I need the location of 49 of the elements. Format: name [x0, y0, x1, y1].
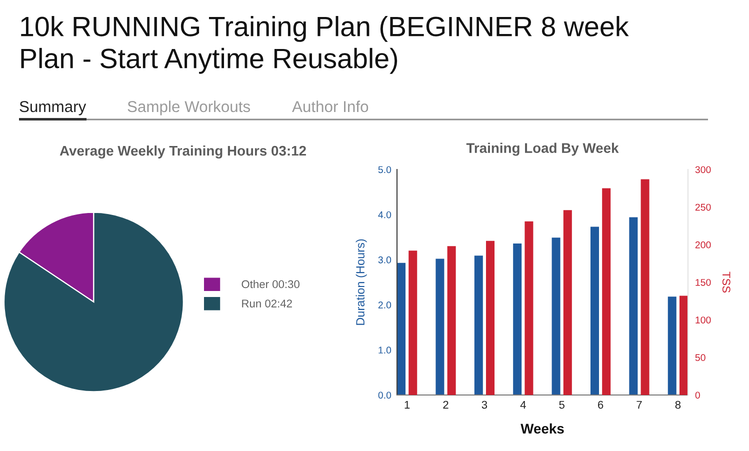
- y2-tick-label: 0: [695, 392, 700, 399]
- y2-tick-label: 150: [696, 278, 711, 286]
- text: Sample Workouts: [128, 100, 250, 116]
- y-tick-label: 5.0: [378, 166, 392, 174]
- y2-tick-label: 250: [695, 204, 711, 211]
- chart-title: Average Weekly Training Hours 03:12: [60, 145, 306, 159]
- text: Summary: [20, 101, 86, 116]
- y2-tick-label: 200: [695, 241, 711, 248]
- y-tick-label: 3.0: [378, 256, 392, 264]
- bar: [486, 240, 495, 395]
- x-axis-title: Weeks: [520, 423, 564, 434]
- chart-title: Training Load By Week: [466, 142, 619, 156]
- x-tick-label: 6: [598, 400, 604, 409]
- y-tick-label: 1.0: [378, 346, 392, 354]
- bar: [436, 258, 444, 395]
- x-tick-label: 7: [636, 400, 642, 409]
- bar: [408, 250, 418, 395]
- y2-axis-title: TSS: [722, 272, 730, 293]
- pie-slice: [3, 212, 184, 392]
- bar: [447, 246, 456, 395]
- x-tick-label: 2: [443, 400, 448, 409]
- y-axis-title: Duration (Hours): [356, 239, 367, 325]
- bar: [474, 256, 483, 395]
- bar: [668, 296, 676, 395]
- bar: [397, 262, 406, 395]
- bar: [640, 179, 650, 395]
- x-tick-label: 8: [675, 400, 681, 409]
- bar: [629, 217, 638, 395]
- y2-tick-label: 100: [696, 316, 711, 324]
- x-tick-label: 3: [482, 400, 488, 409]
- legend-label: Run 02:42: [242, 300, 292, 308]
- x-tick-label: 4: [520, 400, 526, 409]
- bar: [552, 238, 560, 395]
- bar: [602, 188, 611, 395]
- legend-label: Other 00:30: [242, 280, 300, 288]
- bar: [563, 210, 572, 395]
- text: Author Info: [292, 100, 368, 112]
- bar: [524, 221, 534, 395]
- bar: [590, 226, 599, 395]
- y-tick-label: 0.0: [378, 392, 392, 399]
- y-tick-label: 4.0: [378, 211, 392, 218]
- x-tick-label: 5: [559, 400, 564, 409]
- bar: [679, 296, 688, 395]
- y2-tick-label: 50: [695, 354, 706, 362]
- text: 10k RUNNING Training Plan (BEGINNER 8 week Plan - Start Anytime Reusable): [21, 16, 629, 74]
- y-tick-label: 2.0: [378, 302, 392, 308]
- bar: [513, 243, 522, 395]
- y2-tick-label: 300: [695, 166, 711, 174]
- x-tick-label: 1: [404, 400, 410, 409]
